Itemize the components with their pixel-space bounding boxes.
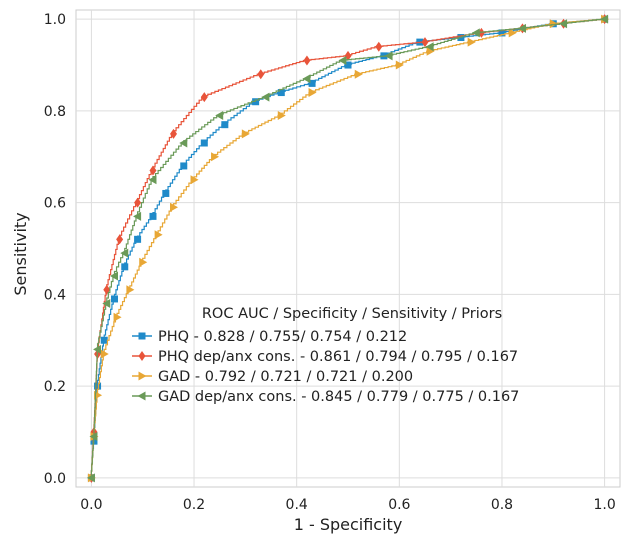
data-point-triangle-left [338, 55, 347, 65]
data-point-triangle-left [148, 175, 157, 185]
legend: ROC AUC / Specificity / Sensitivity / Pr… [132, 306, 519, 405]
data-point-triangle-left [179, 138, 188, 148]
data-point-triangle-left [89, 432, 98, 442]
data-point-square [344, 61, 352, 69]
grid [76, 10, 620, 487]
plot-area [75, 9, 621, 488]
legend-marker [138, 332, 146, 340]
y-tick-label: 0.8 [44, 104, 66, 120]
y-tick-label: 0.6 [44, 196, 66, 212]
data-point-square [200, 139, 208, 147]
data-point-diamond [200, 92, 208, 103]
legend-label: GAD - 0.792 / 0.721 / 0.721 / 0.200 [158, 369, 413, 385]
data-point-square [277, 89, 285, 97]
data-point-triangle-left [102, 299, 111, 309]
legend-entry: PHQ - 0.828 / 0.755/ 0.754 / 0.212 [132, 329, 407, 345]
data-point-triangle-right [170, 202, 179, 212]
data-point-triangle-left [86, 473, 95, 483]
x-axis-label: 1 - Specificity [294, 515, 403, 534]
data-point-triangle-left [425, 42, 434, 52]
x-tick-label: 0.6 [388, 497, 410, 513]
x-tick-label: 0.2 [183, 497, 205, 513]
data-point-diamond [303, 55, 311, 66]
data-point-triangle-left [302, 74, 311, 84]
data-point-triangle-right [308, 88, 317, 98]
data-point-square [121, 263, 129, 271]
data-point-diamond [116, 234, 124, 245]
legend-label: PHQ - 0.828 / 0.755/ 0.754 / 0.212 [158, 329, 407, 345]
legend-marker [138, 351, 146, 361]
data-point-square [180, 162, 188, 170]
roc-curve-line [90, 18, 605, 478]
legend-label: GAD dep/anx cons. - 0.845 / 0.779 / 0.77… [158, 389, 519, 405]
data-point-diamond [375, 41, 383, 52]
data-point-triangle-right [508, 28, 517, 38]
data-point-diamond [149, 165, 157, 176]
roc-curves [86, 14, 610, 483]
legend-entry: GAD dep/anx cons. - 0.845 / 0.779 / 0.77… [132, 389, 519, 405]
data-point-triangle-right [113, 312, 122, 322]
data-point-triangle-left [215, 110, 224, 120]
data-point-square [94, 382, 102, 390]
data-point-square [110, 295, 118, 303]
data-point-triangle-right [354, 69, 363, 79]
y-axis-label: Sensitivity [11, 212, 30, 295]
data-point-triangle-right [467, 37, 476, 47]
data-point-triangle-left [600, 14, 609, 24]
y-tick-label: 0.4 [44, 287, 66, 303]
legend-label: PHQ dep/anx cons. - 0.861 / 0.794 / 0.79… [158, 349, 518, 365]
data-point-triangle-left [384, 51, 393, 61]
data-point-triangle-right [154, 230, 163, 240]
y-tick-label: 0.0 [44, 471, 66, 487]
data-point-square [100, 336, 108, 344]
y-axis-ticks: 0.0 0.2 0.4 0.6 0.8 1.0 [44, 12, 66, 487]
data-point-square [134, 235, 142, 243]
data-point-triangle-left [517, 23, 526, 33]
data-point-triangle-left [133, 211, 142, 221]
data-point-triangle-right [277, 110, 286, 120]
data-point-square [221, 121, 229, 129]
data-point-triangle-right [395, 60, 404, 70]
x-tick-label: 0.4 [286, 497, 308, 513]
data-point-square [149, 212, 157, 220]
legend-title: ROC AUC / Specificity / Sensitivity / Pr… [202, 306, 502, 322]
x-tick-label: 0.0 [80, 497, 102, 513]
data-point-triangle-right [241, 129, 250, 139]
data-point-triangle-right [426, 46, 435, 56]
series-3 [86, 14, 609, 483]
data-point-triangle-left [109, 271, 118, 281]
data-point-diamond [257, 69, 265, 80]
legend-marker [137, 391, 146, 401]
data-point-triangle-left [93, 344, 102, 354]
data-point-square [308, 79, 316, 87]
y-tick-label: 0.2 [44, 379, 66, 395]
data-point-triangle-right [126, 285, 135, 295]
data-point-triangle-right [100, 349, 109, 359]
data-point-triangle-right [190, 175, 199, 185]
data-point-triangle-left [120, 248, 129, 258]
x-tick-label: 1.0 [593, 497, 615, 513]
series-2 [87, 14, 610, 483]
data-point-triangle-right [139, 257, 148, 267]
x-tick-label: 0.8 [491, 497, 513, 513]
data-point-triangle-left [559, 19, 568, 29]
data-point-triangle-left [261, 92, 270, 102]
data-point-diamond [134, 197, 142, 208]
data-point-triangle-right [211, 152, 220, 162]
data-point-square [162, 189, 170, 197]
data-point-triangle-right [549, 19, 558, 29]
legend-entry: GAD - 0.792 / 0.721 / 0.721 / 0.200 [132, 369, 413, 385]
legend-marker [138, 371, 147, 381]
data-point-diamond [170, 128, 178, 139]
legend-entry: PHQ dep/anx cons. - 0.861 / 0.794 / 0.79… [132, 349, 518, 365]
data-point-triangle-left [471, 28, 480, 38]
data-point-diamond [421, 37, 429, 48]
y-tick-label: 1.0 [44, 12, 66, 28]
x-axis-ticks: 0.0 0.2 0.4 0.6 0.8 1.0 [80, 497, 615, 513]
data-point-square [498, 29, 506, 37]
